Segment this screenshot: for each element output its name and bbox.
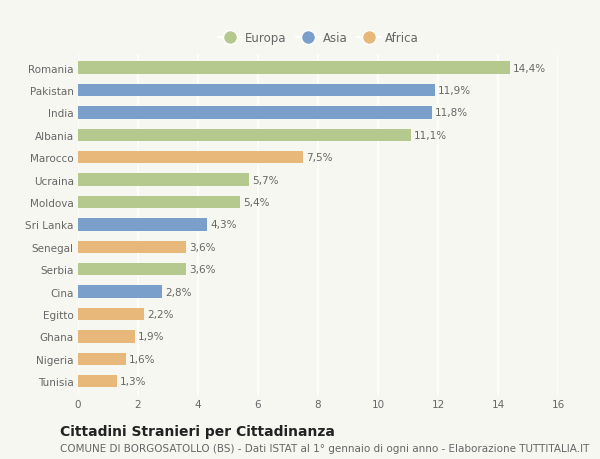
Bar: [78, 174, 249, 186]
Bar: [78, 375, 117, 387]
Text: 4,3%: 4,3%: [210, 220, 236, 230]
Bar: [78, 62, 510, 75]
Bar: [78, 308, 144, 320]
Text: COMUNE DI BORGOSATOLLO (BS) - Dati ISTAT al 1° gennaio di ogni anno - Elaborazio: COMUNE DI BORGOSATOLLO (BS) - Dati ISTAT…: [60, 443, 589, 453]
Bar: [78, 286, 162, 298]
Text: 5,7%: 5,7%: [252, 175, 278, 185]
Bar: [78, 263, 186, 276]
Text: 1,9%: 1,9%: [138, 332, 164, 341]
Legend: Europa, Asia, Africa: Europa, Asia, Africa: [213, 27, 423, 50]
Bar: [78, 129, 411, 142]
Text: 1,6%: 1,6%: [129, 354, 155, 364]
Text: 3,6%: 3,6%: [189, 242, 215, 252]
Text: 2,8%: 2,8%: [165, 287, 191, 297]
Text: 2,2%: 2,2%: [147, 309, 173, 319]
Bar: [78, 107, 432, 119]
Text: 7,5%: 7,5%: [306, 153, 332, 163]
Text: 5,4%: 5,4%: [243, 197, 269, 207]
Bar: [78, 85, 435, 97]
Bar: [78, 152, 303, 164]
Bar: [78, 219, 207, 231]
Text: 1,3%: 1,3%: [120, 376, 146, 386]
Bar: [78, 196, 240, 209]
Text: 3,6%: 3,6%: [189, 264, 215, 274]
Text: 14,4%: 14,4%: [513, 63, 546, 73]
Bar: [78, 353, 126, 365]
Text: 11,1%: 11,1%: [414, 130, 447, 140]
Bar: [78, 241, 186, 253]
Text: 11,9%: 11,9%: [438, 86, 471, 96]
Text: Cittadini Stranieri per Cittadinanza: Cittadini Stranieri per Cittadinanza: [60, 425, 335, 438]
Text: 11,8%: 11,8%: [435, 108, 468, 118]
Bar: [78, 330, 135, 343]
